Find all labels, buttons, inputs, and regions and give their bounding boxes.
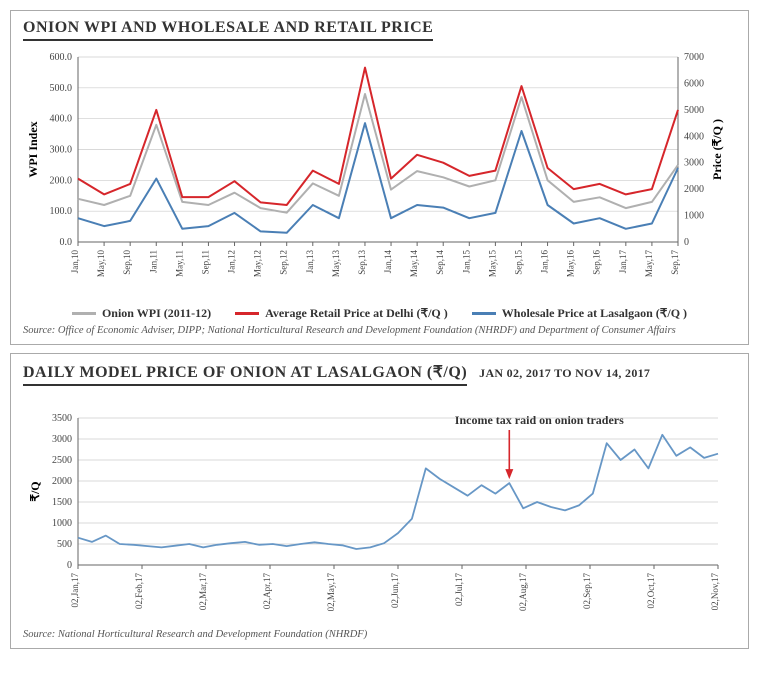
svg-text:Sep,14: Sep,14	[435, 250, 445, 275]
chart2-title-row: DAILY MODEL PRICE OF ONION AT LASALGAON …	[23, 362, 736, 390]
svg-text:Sep,16: Sep,16	[592, 250, 602, 275]
legend-item: Onion WPI (2011-12)	[72, 306, 211, 321]
legend-swatch	[472, 312, 496, 315]
svg-text:02,May,17: 02,May,17	[326, 573, 336, 612]
chart1-panel: ONION WPI AND WHOLESALE AND RETAIL PRICE…	[10, 10, 749, 345]
legend-label: Average Retail Price at Delhi (₹/Q )	[265, 306, 448, 321]
chart2-title: DAILY MODEL PRICE OF ONION AT LASALGAON …	[23, 362, 467, 386]
svg-text:Jan,10: Jan,10	[70, 250, 80, 274]
svg-text:0: 0	[67, 560, 72, 571]
svg-text:4000: 4000	[684, 131, 704, 142]
chart2-source: Source: National Horticultural Research …	[23, 629, 736, 640]
svg-text:500: 500	[57, 539, 72, 550]
svg-text:Jan,11: Jan,11	[148, 250, 158, 273]
svg-text:3000: 3000	[52, 434, 72, 445]
svg-text:02,Jun,17: 02,Jun,17	[390, 573, 400, 609]
chart1-source: Source: Office of Economic Adviser, DIPP…	[23, 325, 736, 336]
svg-text:Jan,17: Jan,17	[618, 250, 628, 274]
svg-text:May,14: May,14	[409, 250, 419, 278]
svg-text:2000: 2000	[52, 476, 72, 487]
svg-text:600.0: 600.0	[50, 52, 73, 63]
svg-text:Sep,10: Sep,10	[122, 250, 132, 275]
legend-item: Average Retail Price at Delhi (₹/Q )	[235, 306, 448, 321]
svg-text:02,Jul,17: 02,Jul,17	[454, 573, 464, 607]
svg-text:Jan,15: Jan,15	[461, 250, 471, 274]
svg-text:1000: 1000	[684, 211, 704, 222]
svg-text:Sep,13: Sep,13	[357, 250, 367, 275]
svg-text:02,Sep,17: 02,Sep,17	[582, 573, 592, 610]
legend-swatch	[72, 312, 96, 315]
svg-text:5000: 5000	[684, 105, 704, 116]
svg-text:1500: 1500	[52, 497, 72, 508]
svg-text:May,16: May,16	[566, 250, 576, 278]
svg-text:1000: 1000	[52, 518, 72, 529]
svg-text:3000: 3000	[684, 158, 704, 169]
svg-text:02,Nov,17: 02,Nov,17	[710, 573, 720, 611]
svg-text:2500: 2500	[52, 455, 72, 466]
svg-text:May,17: May,17	[644, 250, 654, 278]
chart2-plot: 0 500 1000 1500 2000 2500 3000 3500 ₹/Q 02,Jan,17…	[23, 390, 736, 620]
svg-text:3500: 3500	[52, 413, 72, 424]
svg-text:Price (₹/Q ): Price (₹/Q )	[710, 119, 724, 180]
svg-text:₹/Q: ₹/Q	[28, 481, 42, 501]
svg-text:Jan,13: Jan,13	[305, 250, 315, 274]
svg-text:WPI Index: WPI Index	[26, 121, 40, 177]
svg-text:7000: 7000	[684, 52, 704, 63]
svg-text:02,Apr,17: 02,Apr,17	[262, 573, 272, 610]
svg-text:200.0: 200.0	[50, 175, 73, 186]
svg-text:Jan,12: Jan,12	[227, 250, 237, 273]
svg-text:May,12: May,12	[253, 250, 263, 277]
svg-text:100.0: 100.0	[50, 206, 73, 217]
svg-text:Sep,11: Sep,11	[200, 250, 210, 274]
svg-text:02,Mar,17: 02,Mar,17	[198, 573, 208, 611]
svg-text:500.0: 500.0	[50, 83, 73, 94]
svg-text:Income tax raid on onion trade: Income tax raid on onion traders	[455, 413, 624, 427]
svg-text:May,11: May,11	[174, 250, 184, 277]
svg-text:2000: 2000	[684, 184, 704, 195]
svg-text:02,Aug,17: 02,Aug,17	[518, 573, 528, 611]
svg-text:Sep,17: Sep,17	[670, 250, 680, 275]
svg-text:May,10: May,10	[96, 250, 106, 278]
chart1-plot: 0.0 100.0 200.0 300.0 400.0 500.0 600.0 0 1000 20…	[23, 47, 736, 297]
svg-text:0: 0	[684, 237, 689, 248]
svg-text:Jan,16: Jan,16	[540, 250, 550, 274]
svg-text:Jan,14: Jan,14	[383, 250, 393, 274]
chart1-title: ONION WPI AND WHOLESALE AND RETAIL PRICE	[23, 19, 433, 41]
chart2-panel: DAILY MODEL PRICE OF ONION AT LASALGAON …	[10, 353, 749, 649]
svg-text:0.0: 0.0	[60, 237, 73, 248]
svg-text:02,Oct,17: 02,Oct,17	[646, 573, 656, 609]
chart1-legend: Onion WPI (2011-12) Average Retail Price …	[23, 306, 736, 321]
legend-label: Wholesale Price at Lasalgaon (₹/Q )	[502, 306, 687, 321]
svg-text:02,Jan,17: 02,Jan,17	[70, 573, 80, 608]
legend-label: Onion WPI (2011-12)	[102, 306, 211, 321]
legend-item: Wholesale Price at Lasalgaon (₹/Q )	[472, 306, 687, 321]
svg-text:Sep,15: Sep,15	[513, 250, 523, 275]
legend-swatch	[235, 312, 259, 315]
svg-text:May,13: May,13	[331, 250, 341, 278]
svg-text:400.0: 400.0	[50, 114, 73, 125]
chart2-date-range: JAN 02, 2017 TO NOV 14, 2017	[479, 366, 650, 381]
svg-text:300.0: 300.0	[50, 145, 73, 156]
svg-text:6000: 6000	[684, 78, 704, 89]
svg-text:May,15: May,15	[487, 250, 497, 278]
svg-text:Sep,12: Sep,12	[279, 250, 289, 275]
svg-text:02,Feb,17: 02,Feb,17	[134, 573, 144, 610]
